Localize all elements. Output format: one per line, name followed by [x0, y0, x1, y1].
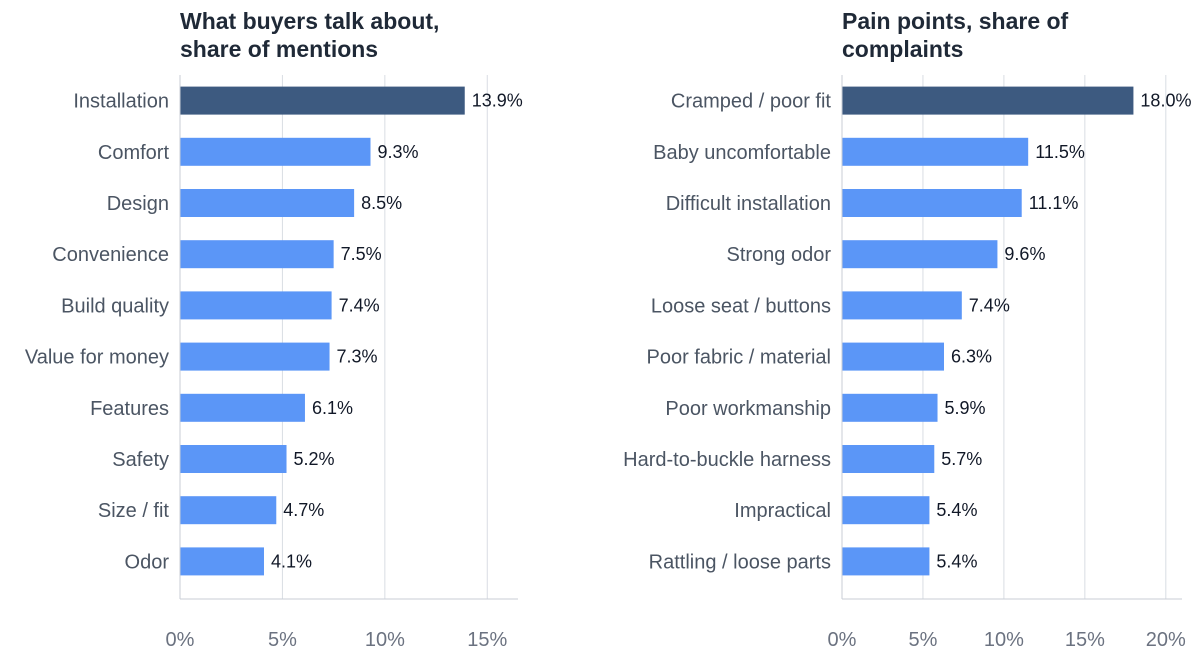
- category-label: Safety: [112, 449, 169, 471]
- data-label: 5.4%: [936, 551, 977, 571]
- category-label: Rattling / loose parts: [649, 551, 831, 573]
- bar: [842, 547, 930, 576]
- x-tick-label: 0%: [166, 629, 195, 651]
- category-label: Poor fabric / material: [646, 347, 831, 369]
- chart-title-line-1: What buyers talk about,: [180, 8, 439, 34]
- category-label: Loose seat / buttons: [651, 295, 831, 317]
- category-label: Strong odor: [726, 244, 831, 266]
- category-label: Hard-to-buckle harness: [623, 449, 831, 471]
- bar: [842, 393, 938, 422]
- data-label: 11.5%: [1035, 142, 1085, 162]
- chart-title-line-1: Pain points, share of: [842, 8, 1069, 34]
- x-tick-label: 15%: [1065, 629, 1105, 651]
- bar: [842, 240, 998, 269]
- data-label: 13.9%: [472, 91, 523, 111]
- chart-panel-complaints: Pain points, share of complaints Cramped…: [623, 8, 1191, 651]
- category-label: Design: [107, 193, 169, 215]
- chart-panel-mentions: What buyers talk about, share of mention…: [25, 8, 523, 651]
- category-label: Impractical: [734, 500, 831, 522]
- category-label: Installation: [73, 91, 169, 113]
- bar: [180, 291, 332, 320]
- bar: [180, 445, 287, 473]
- bar: [180, 547, 264, 576]
- data-label: 6.3%: [951, 347, 992, 367]
- bar: [842, 291, 962, 320]
- data-label: 4.7%: [283, 500, 324, 520]
- chart-title-line-2: share of mentions: [180, 36, 378, 62]
- bar: [842, 496, 930, 525]
- x-tick-label: 10%: [984, 629, 1024, 651]
- bar: [180, 137, 371, 166]
- category-label: Baby uncomfortable: [653, 142, 831, 164]
- category-label: Build quality: [61, 295, 169, 317]
- data-label: 7.3%: [337, 347, 378, 367]
- x-tick-label: 15%: [467, 629, 507, 651]
- bar: [842, 189, 1022, 217]
- category-label: Features: [90, 398, 169, 420]
- bar: [842, 342, 944, 371]
- x-tick-label: 20%: [1146, 629, 1186, 651]
- data-label: 4.1%: [271, 551, 312, 571]
- data-label: 11.1%: [1029, 193, 1079, 213]
- bar: [180, 240, 334, 269]
- category-label: Convenience: [52, 244, 169, 266]
- category-label: Odor: [125, 551, 170, 573]
- bar: [842, 137, 1029, 166]
- bar: [180, 496, 277, 525]
- data-label: 5.4%: [936, 500, 977, 520]
- data-label: 6.1%: [312, 398, 353, 418]
- x-tick-label: 0%: [828, 629, 857, 651]
- data-label: 7.4%: [339, 295, 380, 315]
- data-label: 5.7%: [941, 449, 982, 469]
- data-label: 8.5%: [361, 193, 402, 213]
- data-label: 7.4%: [969, 295, 1010, 315]
- bar: [180, 189, 355, 217]
- x-tick-label: 5%: [268, 629, 297, 651]
- category-label: Size / fit: [98, 500, 170, 522]
- category-label: Value for money: [25, 347, 169, 369]
- data-label: 9.6%: [1004, 244, 1045, 264]
- data-label: 7.5%: [341, 244, 382, 264]
- category-label: Poor workmanship: [665, 398, 831, 420]
- data-label: 9.3%: [378, 142, 419, 162]
- x-tick-label: 10%: [365, 629, 405, 651]
- category-label: Comfort: [98, 142, 170, 164]
- bar: [842, 86, 1134, 115]
- bar: [180, 393, 305, 422]
- bar: [180, 342, 330, 371]
- category-label: Cramped / poor fit: [671, 91, 832, 113]
- data-label: 5.9%: [945, 398, 986, 418]
- category-label: Difficult installation: [666, 193, 831, 215]
- bar: [842, 445, 935, 473]
- chart-title-line-2: complaints: [842, 36, 963, 62]
- bar: [180, 86, 465, 115]
- data-label: 18.0%: [1140, 91, 1191, 111]
- x-tick-label: 5%: [908, 629, 937, 651]
- data-label: 5.2%: [294, 449, 335, 469]
